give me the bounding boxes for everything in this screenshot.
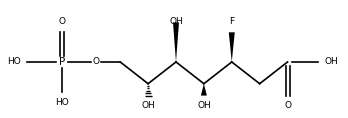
Polygon shape — [201, 84, 207, 96]
Text: O: O — [59, 17, 66, 26]
Text: OH: OH — [324, 57, 338, 66]
Text: O: O — [93, 57, 100, 66]
Text: OH: OH — [197, 101, 211, 110]
Polygon shape — [173, 22, 179, 62]
Text: O: O — [284, 101, 291, 110]
Text: OH: OH — [141, 101, 155, 110]
Polygon shape — [229, 32, 235, 62]
Text: OH: OH — [169, 17, 183, 26]
Text: F: F — [229, 17, 234, 26]
Text: HO: HO — [56, 98, 69, 107]
Text: HO: HO — [7, 57, 21, 66]
Text: P: P — [59, 57, 65, 67]
